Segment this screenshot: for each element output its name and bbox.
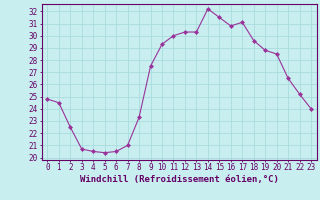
X-axis label: Windchill (Refroidissement éolien,°C): Windchill (Refroidissement éolien,°C) xyxy=(80,175,279,184)
